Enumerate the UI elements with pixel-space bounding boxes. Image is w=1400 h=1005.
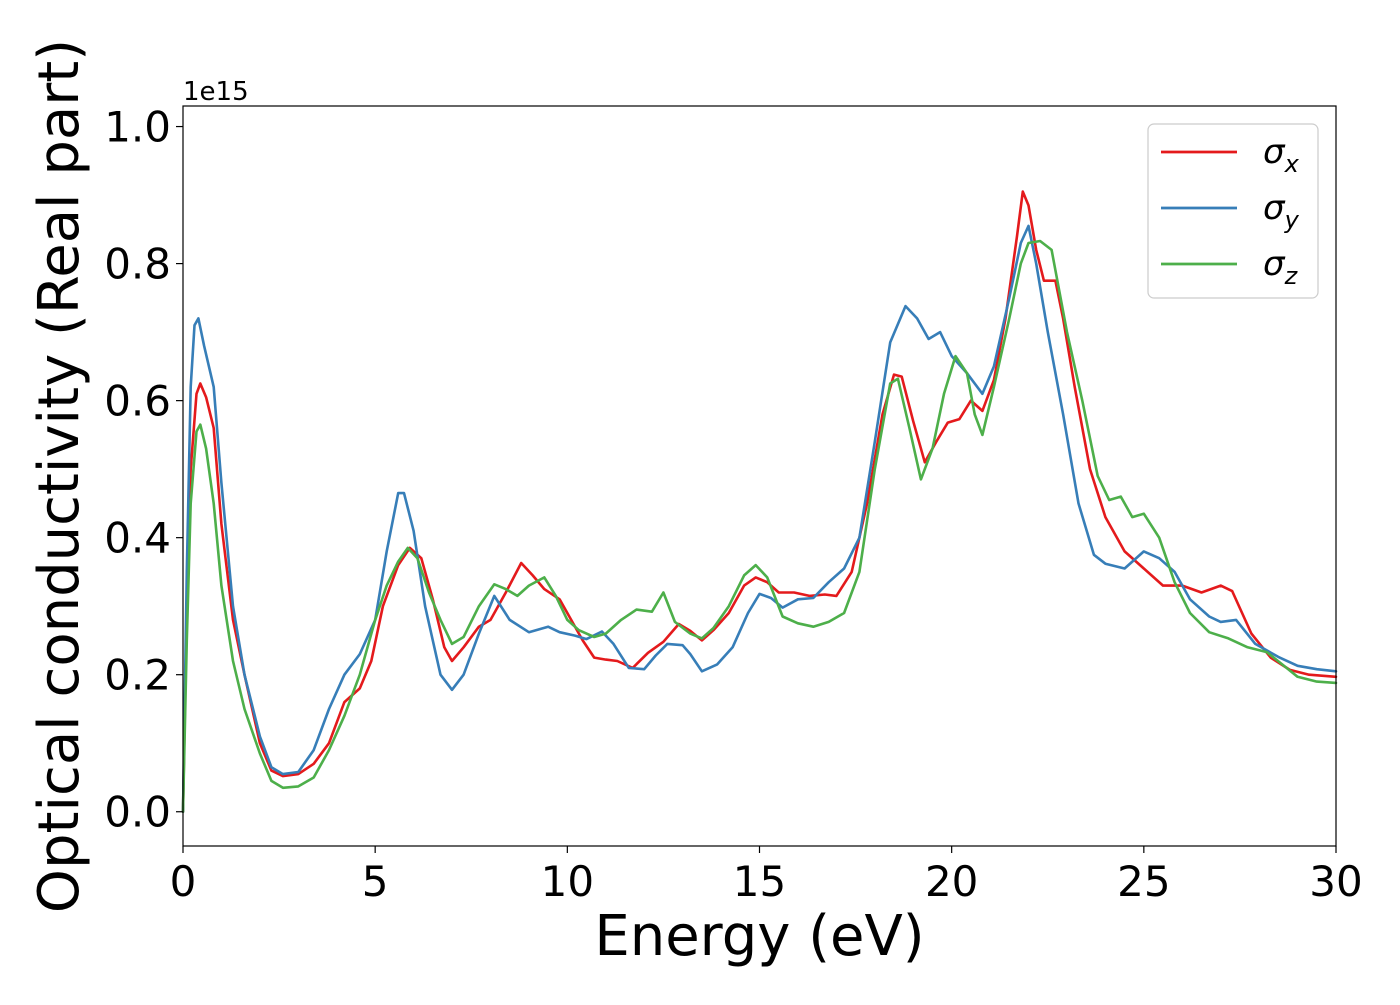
y-offset-text: 1e15 <box>183 77 249 107</box>
x-axis: 0 5 10 15 20 25 30 <box>170 846 1363 906</box>
plot-area <box>183 106 1336 846</box>
y-tick-label: 0.6 <box>104 377 171 426</box>
x-tick-label: 25 <box>1117 857 1170 906</box>
y-axis: 0.0 0.2 0.4 0.6 0.8 1.0 <box>104 103 183 837</box>
x-tick-label: 30 <box>1309 857 1362 906</box>
legend-label-z: σz <box>1263 244 1299 290</box>
x-axis-title: Energy (eV) <box>594 904 924 969</box>
legend-label-x: σx <box>1263 132 1300 178</box>
y-tick-label: 0.0 <box>104 788 171 837</box>
y-tick-label: 0.4 <box>104 514 171 563</box>
legend: σx σy σz <box>1147 123 1319 299</box>
series-layer <box>181 190 1338 813</box>
series-line-z <box>181 239 1338 813</box>
legend-box <box>1147 123 1319 299</box>
series-line-x <box>181 190 1338 813</box>
x-tick-label: 5 <box>362 857 389 906</box>
x-tick-label: 15 <box>733 857 786 906</box>
y-tick-label: 0.2 <box>104 651 171 700</box>
series-line-y <box>181 224 1338 813</box>
x-tick-label: 20 <box>925 857 978 906</box>
legend-label-y: σy <box>1263 188 1300 234</box>
x-tick-label: 0 <box>170 857 197 906</box>
y-tick-label: 0.8 <box>104 240 171 289</box>
y-axis-title: Optical conductivity (Real part) <box>27 39 92 913</box>
y-tick-label: 1.0 <box>104 103 171 152</box>
x-tick-label: 10 <box>541 857 594 906</box>
